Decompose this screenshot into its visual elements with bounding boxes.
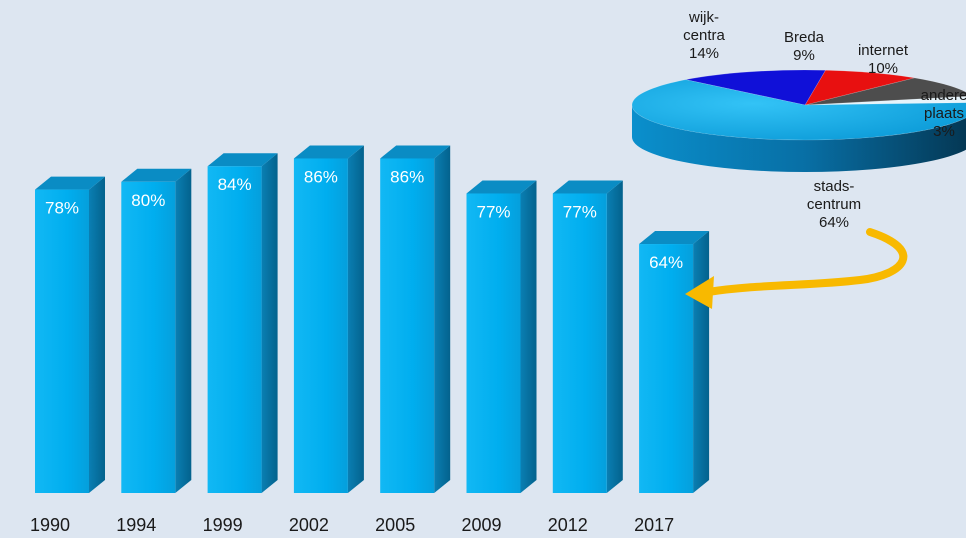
- bar-2009: 77% 2009: [461, 180, 537, 535]
- bar-value-label: 80%: [131, 191, 165, 210]
- arrow-curve: [704, 228, 908, 296]
- x-tick-label: 2017: [634, 515, 674, 535]
- x-tick-label: 1990: [30, 515, 70, 535]
- bar-value-label: 64%: [649, 253, 683, 272]
- bar-top: [466, 180, 537, 194]
- pie-slice-label: stads-centrum 64%: [807, 178, 861, 231]
- bar-front: [35, 189, 89, 493]
- bar-2017: 64% 2017: [634, 231, 710, 535]
- bar-side: [434, 145, 451, 493]
- x-tick-label: 2002: [289, 515, 329, 535]
- bar-top: [639, 231, 710, 245]
- bar-side: [347, 145, 364, 493]
- bar-side: [261, 153, 278, 494]
- bar-value-label: 78%: [45, 199, 79, 218]
- bar-2005: 86% 2005: [375, 145, 451, 535]
- bar-top: [35, 176, 105, 190]
- pie-slice-label: Breda 9%: [784, 29, 825, 64]
- x-tick-label: 2009: [461, 515, 501, 535]
- arrow-annotation: [685, 228, 908, 309]
- bar-top: [380, 145, 451, 159]
- x-tick-label: 1999: [203, 515, 243, 535]
- bar-value-label: 86%: [390, 167, 424, 186]
- bar-top: [207, 153, 278, 167]
- pie-slice: [804, 77, 966, 106]
- bar-value-label: 86%: [304, 167, 338, 186]
- bar-series: 78% 1990 80% 1994 84% 1999 86% 2002 86% 2005 77% 20…: [30, 145, 710, 535]
- bar-top: [121, 168, 192, 182]
- bar-side: [520, 180, 537, 493]
- pie-side-wall: [632, 105, 966, 172]
- pie-slice: [804, 96, 966, 106]
- arrow-head: [685, 276, 714, 309]
- bar-top: [293, 145, 364, 159]
- bar-side: [693, 231, 710, 494]
- bar-side: [606, 180, 623, 493]
- bar-2012: 77% 2012: [548, 180, 623, 535]
- pie-slice-label: internet 10%: [858, 42, 909, 77]
- pie-slice-label: andere plaats 3%: [921, 87, 966, 140]
- bar-front: [639, 244, 694, 493]
- bar-value-label: 84%: [218, 175, 252, 194]
- bar-front: [552, 193, 607, 493]
- pie-slice: [685, 69, 827, 106]
- bar-value-label: 77%: [476, 202, 510, 221]
- pie-slice-label: wijk-centra 14%: [683, 9, 725, 62]
- bar-1999: 84% 1999: [203, 153, 278, 535]
- bar-front: [466, 193, 521, 493]
- x-tick-label: 2005: [375, 515, 415, 535]
- bar-front: [293, 158, 348, 493]
- bar-front: [380, 158, 435, 493]
- pie-slice: [804, 69, 915, 106]
- bar-front: [207, 166, 262, 494]
- x-tick-label: 1994: [116, 515, 156, 535]
- bar-side: [175, 168, 192, 494]
- pie-slice: [631, 79, 966, 141]
- bar-1994: 80% 1994: [116, 168, 192, 535]
- bar-front: [121, 181, 176, 494]
- bar-top: [552, 180, 623, 194]
- bar-value-label: 77%: [563, 202, 597, 221]
- x-tick-label: 2012: [548, 515, 588, 535]
- bar-1990: 78% 1990: [30, 176, 105, 535]
- bar-2002: 86% 2002: [289, 145, 364, 535]
- bar-side: [89, 176, 105, 493]
- pie-chart: stads-centrum 64% wijk-centra 14% Breda 9% int…: [631, 9, 966, 231]
